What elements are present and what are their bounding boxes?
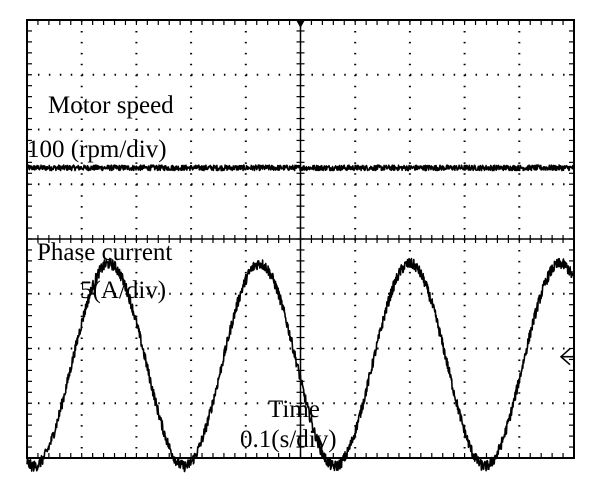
markers [295, 19, 574, 366]
traces [26, 164, 575, 473]
ch2-title-label: Phase current [37, 239, 172, 266]
ch1-title-label: Motor speed [48, 92, 174, 119]
time-scale-label: 0.1(s/div) [240, 426, 337, 453]
ch1-scale-label: 100 (rpm/div) [27, 136, 167, 163]
ch2-scale-label: 5(A/div) [80, 277, 166, 304]
trigger-marker-icon [295, 19, 306, 28]
time-title-label: Time [268, 396, 320, 423]
motor-speed-trace [26, 164, 575, 172]
phase-current-trace [26, 257, 575, 473]
grid [26, 19, 575, 459]
